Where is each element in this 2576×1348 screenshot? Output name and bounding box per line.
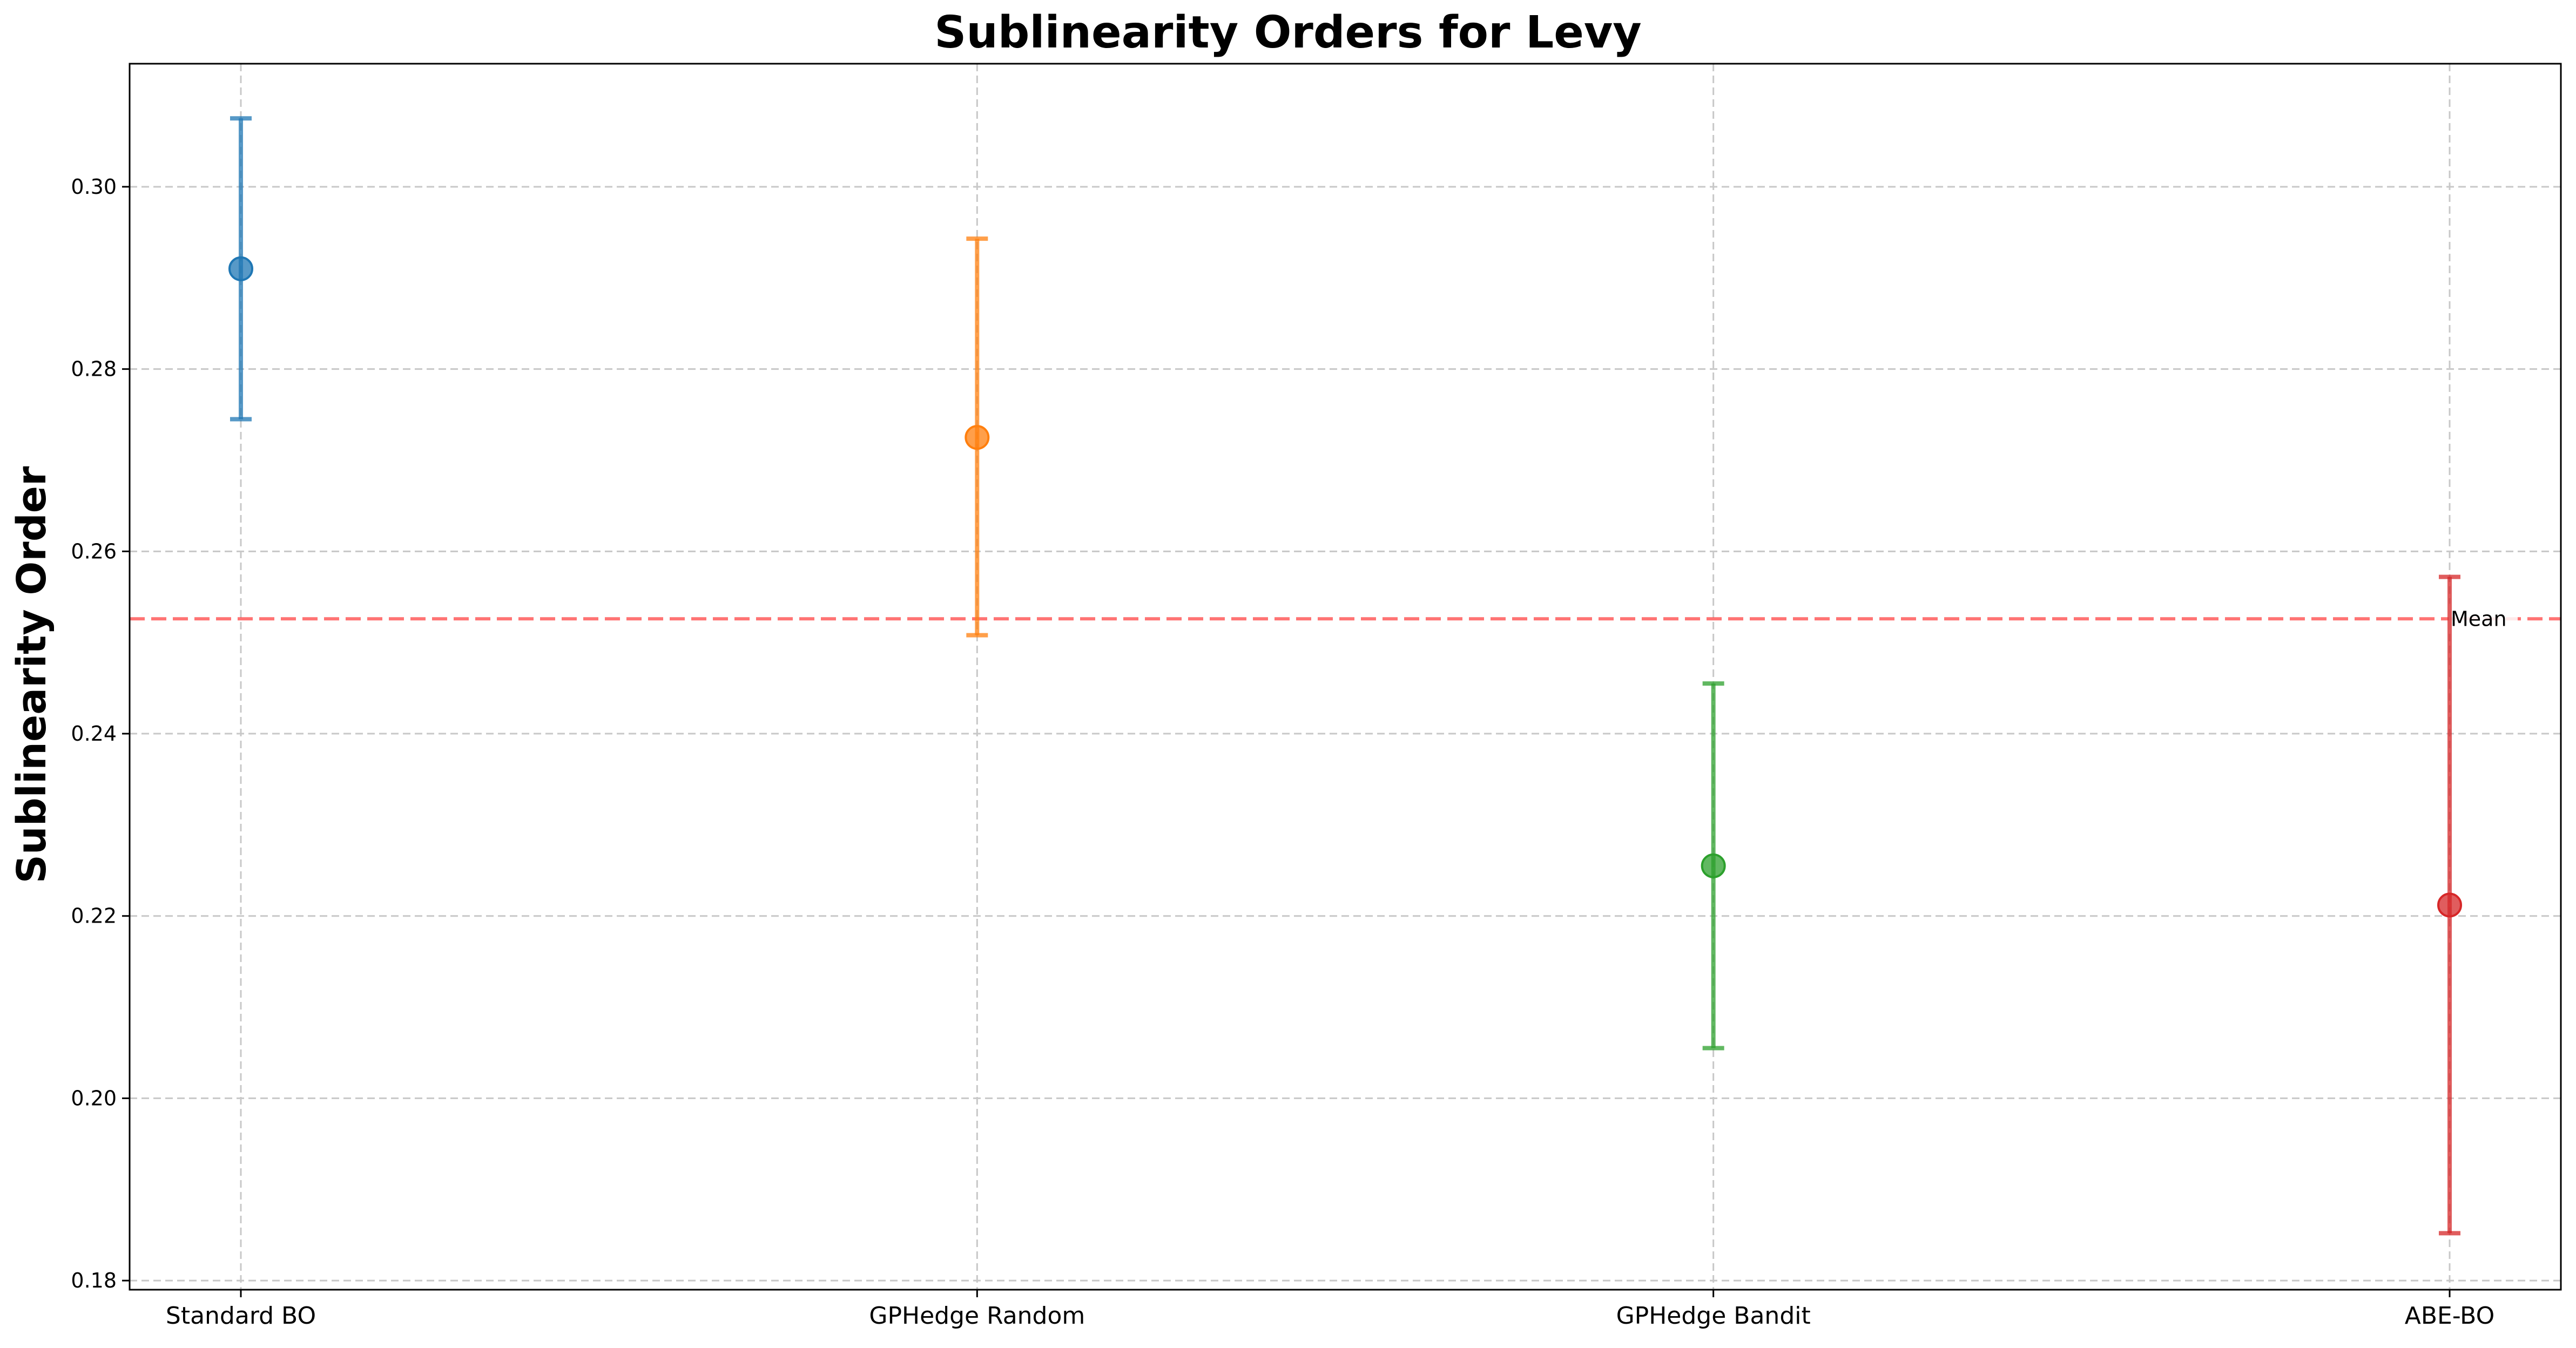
chart-title: Sublinearity Orders for Levy: [934, 7, 1641, 58]
errorbar-group: [965, 236, 990, 638]
y-tick-label: 0.20: [71, 1086, 117, 1110]
x-tick-label: GPHedge Random: [869, 1302, 1085, 1330]
mean-label: Mean: [2451, 607, 2507, 631]
data-point: [228, 256, 253, 281]
x-tick-label: ABE-BO: [2405, 1302, 2494, 1330]
errorbar-group: [1701, 681, 1726, 1051]
plot-frame: [129, 63, 2562, 1291]
y-tick-label: 0.24: [71, 722, 117, 746]
reference-line-layer: Mean: [130, 604, 2561, 633]
y-axis-label: Sublinearity Order: [9, 466, 55, 883]
errorbar-group: [228, 116, 253, 422]
x-tick-label: Standard BO: [166, 1302, 316, 1330]
axis-ticks-layer: 0.18 0.20 0.22 0.24 0.26 0.28 0.30 Standard BO G…: [71, 175, 2494, 1330]
data-layer: [228, 116, 2462, 1236]
data-point: [965, 425, 990, 450]
data-point: [2437, 892, 2462, 918]
mean-label-background: [2449, 604, 2518, 633]
y-tick-label: 0.18: [71, 1269, 117, 1292]
y-tick-label: 0.28: [71, 357, 117, 381]
y-tick-label: 0.26: [71, 539, 117, 563]
y-tick-label: 0.30: [71, 175, 117, 199]
errorbar-group: [2437, 574, 2462, 1236]
y-tick-label: 0.22: [71, 904, 117, 928]
grid-layer: [130, 64, 2561, 1290]
data-point: [1701, 853, 1726, 878]
x-tick-label: GPHedge Bandit: [1616, 1302, 1811, 1330]
